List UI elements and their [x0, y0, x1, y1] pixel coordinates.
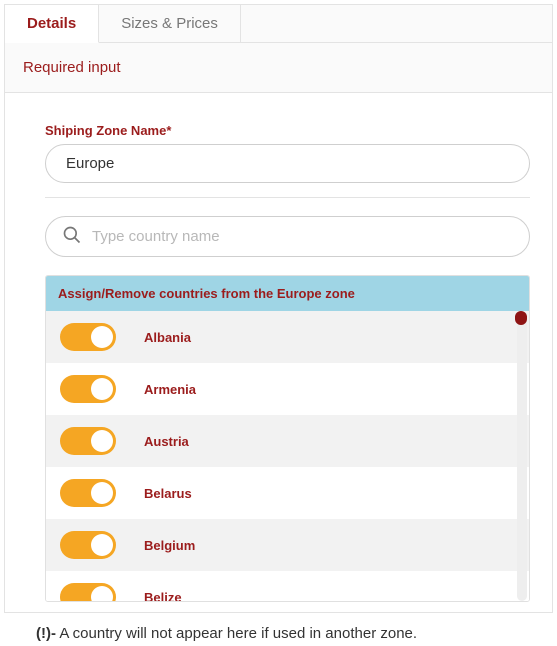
- zone-name-label: Shiping Zone Name*: [45, 123, 530, 138]
- toggle-knob: [91, 482, 113, 504]
- section-header: Required input: [5, 43, 552, 93]
- divider: [45, 197, 530, 198]
- tab-sizes-prices[interactable]: Sizes & Prices: [99, 5, 241, 42]
- toggle-knob: [91, 534, 113, 556]
- toggle-knob: [91, 378, 113, 400]
- country-toggle[interactable]: [60, 323, 116, 351]
- panel-header: Assign/Remove countries from the Europe …: [46, 276, 529, 311]
- country-list-wrap: Albania Armenia Austria Belarus Belgium Beliz…: [46, 311, 529, 601]
- country-row: Belgium: [46, 519, 529, 571]
- footnote-text: A country will not appear here if used i…: [56, 625, 417, 642]
- zone-name-input[interactable]: [45, 144, 530, 183]
- country-label: Armenia: [144, 382, 196, 397]
- form-area: Shiping Zone Name* Assign/Remove countri…: [5, 93, 552, 612]
- country-row: Armenia: [46, 363, 529, 415]
- country-row: Albania: [46, 311, 529, 363]
- country-label: Austria: [144, 434, 189, 449]
- tab-bar: Details Sizes & Prices: [5, 5, 552, 43]
- country-panel: Assign/Remove countries from the Europe …: [45, 275, 530, 602]
- country-label: Belgium: [144, 538, 195, 553]
- toggle-knob: [91, 326, 113, 348]
- country-toggle[interactable]: [60, 479, 116, 507]
- tab-details[interactable]: Details: [5, 4, 99, 43]
- country-label: Albania: [144, 330, 191, 345]
- country-row: Belarus: [46, 467, 529, 519]
- country-toggle[interactable]: [60, 583, 116, 601]
- country-toggle[interactable]: [60, 531, 116, 559]
- scrollbar-thumb[interactable]: [515, 311, 527, 325]
- country-row: Belize: [46, 571, 529, 601]
- country-label: Belize: [144, 590, 182, 602]
- footnote-prefix: (!)-: [36, 625, 56, 642]
- scrollbar-track[interactable]: [517, 311, 527, 601]
- toggle-knob: [91, 430, 113, 452]
- country-search[interactable]: [45, 216, 530, 257]
- toggle-knob: [91, 586, 113, 601]
- country-toggle[interactable]: [60, 427, 116, 455]
- search-icon: [62, 225, 82, 248]
- country-toggle[interactable]: [60, 375, 116, 403]
- country-label: Belarus: [144, 486, 192, 501]
- country-row: Austria: [46, 415, 529, 467]
- country-list: Albania Armenia Austria Belarus Belgium Beliz…: [46, 311, 529, 601]
- details-panel: Details Sizes & Prices Required input Sh…: [4, 4, 553, 613]
- country-search-input[interactable]: [92, 228, 513, 245]
